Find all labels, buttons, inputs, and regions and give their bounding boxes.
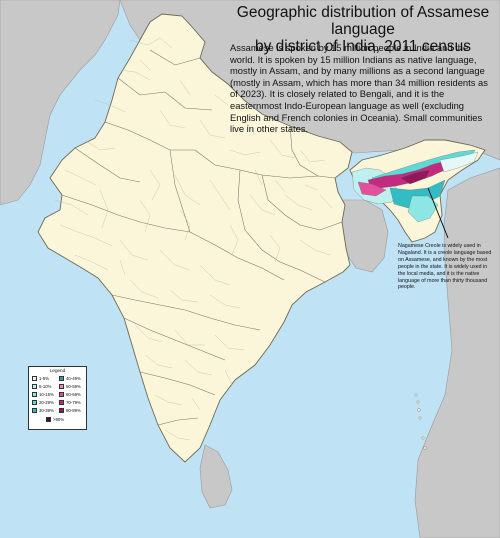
district-region-5	[357, 181, 387, 197]
legend-swatch	[59, 375, 64, 381]
legend-swatch	[32, 375, 37, 381]
legend-label: 1-5%	[39, 375, 50, 381]
legend-label: 60-69%	[66, 391, 81, 397]
legend-label: 40-49%	[66, 375, 81, 381]
legend-swatch	[32, 407, 37, 413]
legend-item: 30-39%	[32, 407, 54, 413]
map-title-line2: by district of India, 2011 census	[255, 38, 471, 55]
legend-swatch	[46, 416, 51, 422]
legend-swatch	[32, 383, 37, 389]
legend-item: >90%	[46, 416, 64, 422]
neighbor-east	[414, 167, 500, 538]
island	[418, 416, 422, 420]
legend-swatch	[32, 399, 37, 405]
legend-item: 80-89%	[59, 407, 81, 413]
legend-item: 70-79%	[59, 399, 81, 405]
legend-item: 50-59%	[59, 383, 81, 389]
state-borders	[61, 49, 343, 426]
district-region-6	[399, 169, 431, 185]
legend-swatch	[59, 383, 64, 389]
district-region-8	[439, 151, 479, 173]
legend-label: 30-39%	[39, 407, 54, 413]
legend-label: >90%	[53, 416, 65, 422]
legend-item: 40-49%	[59, 375, 81, 381]
legend-item: 1-5%	[32, 375, 49, 381]
district-borders	[54, 37, 333, 441]
legend-item: 20-29%	[32, 399, 54, 405]
legend-label: 70-79%	[66, 399, 81, 405]
neighbor-west	[0, 0, 121, 206]
island	[421, 436, 425, 440]
nagamese-note: Nagamese Creole is widely used in Nagala…	[398, 243, 492, 291]
map-title: Geographic distribution of Assamese lang…	[232, 4, 494, 55]
legend-label: 80-89%	[66, 407, 81, 413]
legend: Legend 1-5% 5-10% 10-15% 20-29% 30-39% 4…	[28, 366, 87, 430]
legend-label: 50-59%	[66, 383, 81, 389]
island	[414, 393, 418, 397]
legend-item: 60-69%	[59, 391, 81, 397]
legend-title: Legend	[49, 368, 66, 373]
callout-line	[427, 187, 449, 239]
district-region-7	[407, 195, 439, 223]
map-title-line1: Geographic distribution of Assamese lang…	[236, 4, 490, 38]
legend-swatch	[59, 407, 64, 413]
legend-label: 5-10%	[39, 383, 52, 389]
islands	[60, 388, 427, 450]
legend-label: 20-29%	[39, 399, 54, 405]
island	[416, 400, 420, 404]
island	[423, 446, 427, 450]
legend-item: 10-15%	[32, 391, 54, 397]
legend-swatch	[32, 391, 37, 397]
map-description: Assamese is spoken by 15 million people …	[230, 42, 488, 135]
legend-item: 5-10%	[32, 383, 51, 389]
legend-swatch	[59, 399, 64, 405]
assamese-distribution	[351, 149, 479, 223]
legend-swatch	[59, 391, 64, 397]
neighbor-srilanka	[199, 444, 233, 509]
island	[417, 408, 421, 412]
district-region-3	[389, 179, 446, 209]
legend-label: 10-15%	[39, 391, 54, 397]
